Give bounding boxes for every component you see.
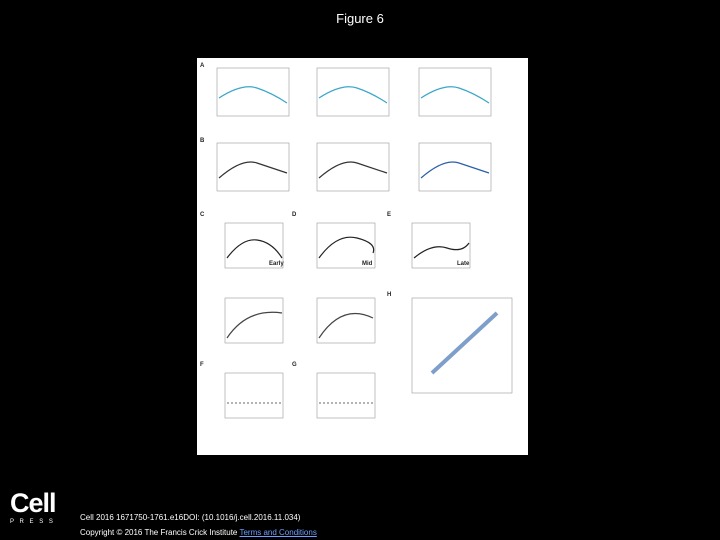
stage-label: Late: [457, 261, 470, 267]
stage-label: Mid: [362, 261, 373, 267]
figure: A B C D E F G H Early Mid Late: [197, 58, 528, 455]
panel-letter: A: [200, 63, 205, 69]
panel-letter: D: [292, 212, 297, 218]
footer: Cell 2016 1671750-1761.e16DOI: (10.1016/…: [80, 510, 317, 540]
panel-letter: H: [387, 292, 391, 298]
figure-art: A B C D E F G H Early Mid Late: [200, 63, 513, 419]
citation: Cell 2016 1671750-1761.e16DOI: (10.1016/…: [80, 513, 301, 522]
curves: [218, 86, 499, 404]
logo-name: Cell: [10, 488, 57, 518]
panel-letter: F: [200, 362, 204, 368]
logo-subtitle: P R E S S: [10, 519, 55, 525]
panel-letter: G: [292, 362, 297, 368]
stage-label: Early: [269, 261, 284, 267]
copyright: Copyright © 2016 The Francis Crick Insti…: [80, 528, 238, 537]
copyright-line: Copyright © 2016 The Francis Crick Insti…: [80, 525, 317, 540]
panel-letter: E: [387, 212, 391, 218]
panel-frames: [216, 67, 513, 419]
terms-link[interactable]: Terms and Conditions: [239, 528, 317, 537]
logo: Cell P R E S S: [10, 488, 62, 526]
panel-letter: B: [200, 138, 205, 144]
panel-letter: C: [200, 212, 205, 218]
slide-title: Figure 6: [336, 11, 384, 26]
